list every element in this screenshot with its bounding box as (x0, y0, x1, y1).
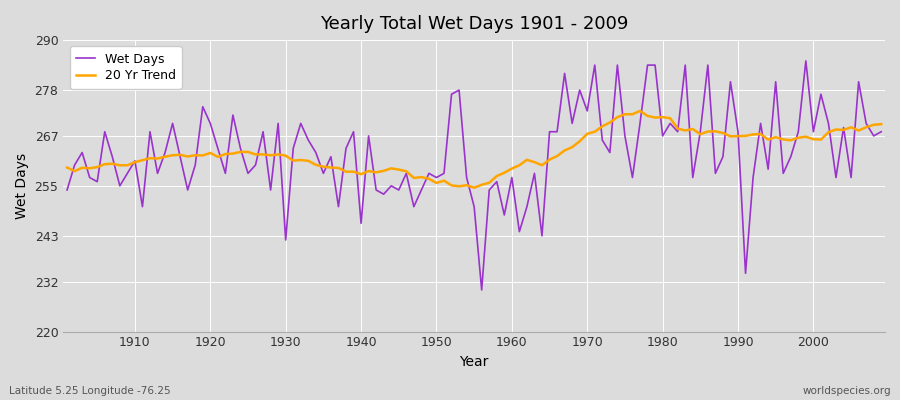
Wet Days (333, 204, 344, 209)
Wet Days (514, 229, 525, 234)
Wet Days (476, 288, 487, 292)
Wet Days (507, 175, 517, 180)
20 Yr Trend (62, 165, 73, 170)
Wet Days (605, 150, 616, 155)
20 Yr Trend (288, 158, 299, 163)
Y-axis label: Wet Days: Wet Days (15, 153, 29, 219)
Title: Yearly Total Wet Days 1901 - 2009: Yearly Total Wet Days 1901 - 2009 (320, 15, 628, 33)
20 Yr Trend (876, 122, 886, 126)
Line: 20 Yr Trend: 20 Yr Trend (68, 111, 881, 188)
20 Yr Trend (514, 163, 525, 168)
Wet Days (62, 188, 73, 192)
Line: Wet Days: Wet Days (68, 61, 881, 290)
Legend: Wet Days, 20 Yr Trend: Wet Days, 20 Yr Trend (69, 46, 182, 89)
Wet Days (122, 171, 133, 176)
20 Yr Trend (634, 108, 645, 113)
Wet Days (800, 58, 811, 63)
20 Yr Trend (605, 120, 616, 125)
Text: Latitude 5.25 Longitude -76.25: Latitude 5.25 Longitude -76.25 (9, 386, 171, 396)
Wet Days (288, 146, 299, 151)
20 Yr Trend (333, 166, 344, 170)
20 Yr Trend (469, 185, 480, 190)
Wet Days (876, 129, 886, 134)
Text: worldspecies.org: worldspecies.org (803, 386, 891, 396)
20 Yr Trend (122, 163, 133, 168)
X-axis label: Year: Year (460, 355, 489, 369)
20 Yr Trend (507, 166, 517, 171)
